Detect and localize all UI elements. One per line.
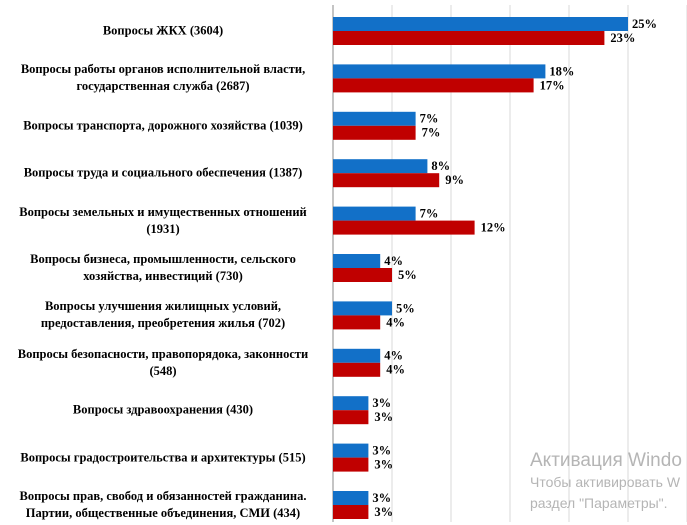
bar [333, 64, 546, 79]
category-label: Вопросы прав, свобод и обязанностей граж… [19, 489, 307, 520]
bar [333, 348, 381, 363]
value-label: 5% [396, 301, 415, 315]
value-label: 23% [610, 31, 635, 45]
category-label: Вопросы ЖКХ (3604) [102, 23, 224, 38]
value-label: 7% [420, 206, 439, 220]
value-label: 25% [632, 17, 657, 31]
bar [333, 362, 381, 377]
bar [333, 173, 440, 188]
bar [333, 491, 369, 505]
category-label: Вопросы транспорта, дорожного хозяйства … [23, 118, 303, 133]
category-label: Вопросы улучшения жилищных условий, пред… [40, 299, 286, 331]
value-label: 7% [420, 112, 439, 126]
value-label: 9% [445, 173, 464, 187]
bar [333, 505, 369, 519]
watermark-title: Активация Windo [530, 450, 682, 471]
value-label: 4% [384, 254, 403, 268]
value-label: 18% [549, 64, 574, 78]
value-label: 5% [398, 268, 417, 282]
bar [333, 125, 416, 140]
bar [333, 159, 428, 174]
bar [333, 443, 369, 458]
category-label: Вопросы здравоохранения (430) [72, 402, 254, 417]
value-label: 8% [431, 159, 450, 173]
value-label: 7% [422, 126, 441, 140]
value-label: 3% [374, 410, 393, 424]
value-label: 3% [374, 457, 393, 471]
value-label: 3% [372, 443, 391, 457]
watermark-text: раздел "Параметры". [530, 495, 668, 511]
value-label: 4% [386, 363, 405, 377]
bar [333, 17, 628, 31]
category-label: Вопросы земельных и имущественных отноше… [19, 204, 307, 236]
category-label: Вопросы бизнеса, промышленности, сельско… [30, 252, 296, 283]
value-label: 4% [386, 315, 405, 329]
value-label: 3% [372, 491, 391, 505]
bar [333, 457, 369, 472]
bar [333, 268, 392, 282]
bar [333, 31, 605, 45]
bar [333, 396, 369, 411]
bar [333, 78, 534, 93]
bar [333, 206, 416, 221]
value-label: 3% [372, 396, 391, 410]
bar [333, 410, 369, 425]
bar [333, 301, 392, 316]
value-label: 4% [384, 349, 403, 363]
watermark-text: Чтобы активировать W [530, 474, 681, 490]
value-label: 3% [374, 505, 393, 519]
bar [333, 254, 381, 268]
category-label: Вопросы безопасности, правопорядока, зак… [17, 346, 309, 378]
category-label: Вопросы труда и социального обеспечения … [23, 165, 303, 180]
bar [333, 220, 475, 235]
category-label: Вопросы градостроительства и архитектуры… [20, 450, 306, 465]
category-label: Вопросы работы органов исполнительной вл… [20, 62, 306, 94]
bar [333, 111, 416, 126]
value-label: 17% [540, 78, 565, 92]
bar [333, 315, 381, 330]
value-label: 12% [481, 220, 506, 234]
